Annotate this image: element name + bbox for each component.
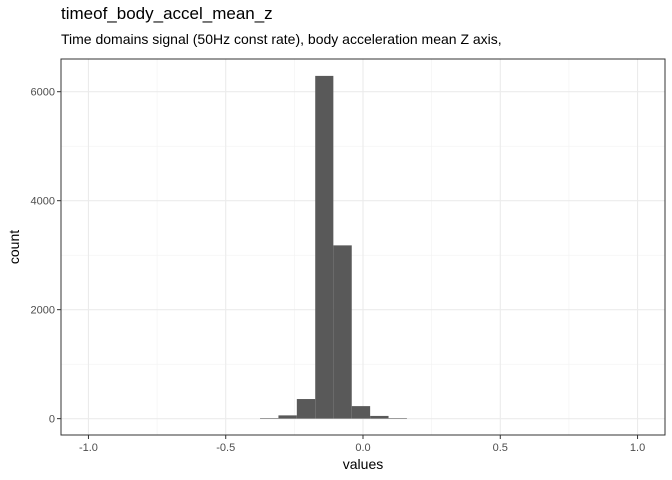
major-gridlines [61, 59, 665, 435]
x-axis-title: values [343, 456, 383, 472]
chart-subtitle: Time domains signal (50Hz const rate), b… [61, 31, 502, 47]
x-tick-label: 0.5 [493, 442, 508, 454]
histogram-bar [351, 406, 371, 419]
y-tick-label: 0 [49, 414, 55, 426]
y-axis: 0 2000 4000 6000 [31, 87, 61, 426]
histogram-bar [370, 415, 389, 419]
histogram-bar [333, 245, 352, 419]
x-axis: -1.0 -0.5 0.0 0.5 1.0 [79, 435, 645, 454]
x-tick-label: 1.0 [630, 442, 645, 454]
histogram-bar [260, 418, 279, 419]
x-tick-label: -0.5 [216, 442, 235, 454]
x-tick-label: 0.0 [355, 442, 370, 454]
y-tick-label: 6000 [31, 87, 55, 99]
y-tick-label: 4000 [31, 196, 55, 208]
x-tick-label: -1.0 [79, 442, 98, 454]
histogram-bar [388, 418, 407, 419]
y-tick-label: 2000 [31, 305, 55, 317]
y-axis-title: count [6, 230, 22, 264]
histogram-bar [296, 399, 316, 419]
histogram-bar [278, 415, 297, 419]
chart-title: timeof_body_accel_mean_z [61, 4, 273, 23]
histogram-bars [260, 75, 407, 419]
histogram-bar [315, 75, 334, 419]
